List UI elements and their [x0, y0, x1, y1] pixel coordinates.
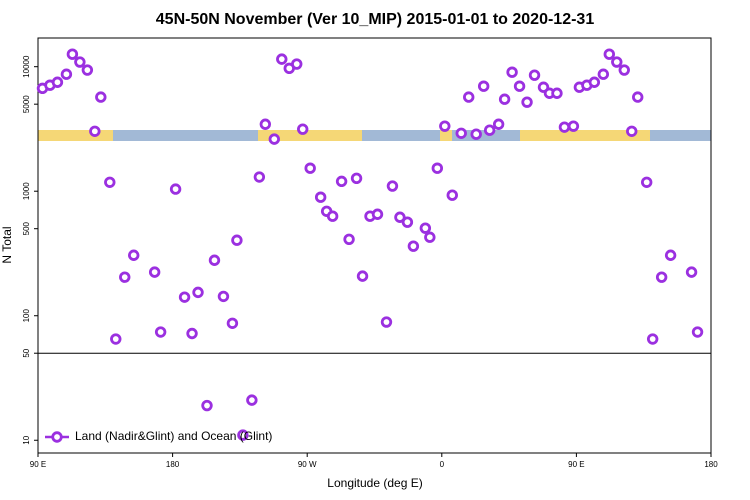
point [253, 171, 266, 183]
point [51, 76, 64, 88]
point [611, 56, 623, 68]
point [343, 233, 355, 245]
point [588, 76, 601, 88]
y-tick-label: 500 [22, 221, 31, 235]
point [154, 326, 167, 338]
point [455, 127, 467, 139]
point [335, 175, 348, 188]
point [95, 91, 107, 103]
y-tick-label: 50 [22, 348, 31, 357]
point [655, 271, 668, 283]
point [477, 80, 490, 92]
point [208, 254, 221, 266]
point [350, 172, 363, 184]
point [186, 327, 198, 340]
point [394, 211, 406, 223]
point [640, 176, 653, 188]
point [551, 87, 563, 99]
point [407, 240, 420, 252]
point [89, 125, 101, 137]
y-axis-label: N Total [0, 226, 14, 263]
point [268, 133, 280, 145]
point [169, 183, 182, 195]
point [148, 266, 161, 278]
point [558, 121, 571, 133]
point [492, 118, 505, 130]
point [483, 124, 496, 136]
point [119, 271, 131, 283]
point [632, 91, 644, 103]
point [419, 222, 432, 234]
x-tick-label: 0 [440, 460, 445, 469]
point [291, 58, 303, 70]
point [521, 96, 533, 108]
point [597, 68, 610, 80]
point [371, 208, 384, 220]
point [424, 231, 436, 243]
point [567, 120, 580, 132]
chart-title: 45N-50N November (Ver 10_MIP) 2015-01-01… [156, 11, 595, 28]
point [226, 317, 239, 329]
y-tick-label: 100 [22, 309, 31, 323]
point [304, 162, 316, 174]
point [297, 123, 309, 135]
x-tick-label: 180 [166, 460, 180, 469]
point [528, 69, 541, 81]
point [463, 91, 475, 103]
point [401, 216, 414, 228]
point [60, 68, 73, 80]
point [498, 93, 511, 105]
point [664, 249, 677, 261]
y-tick-label: 10 [22, 435, 31, 444]
y-tick-label: 5000 [22, 95, 31, 113]
point [626, 125, 638, 137]
y-tick-label: 1000 [22, 182, 31, 200]
plot-frame [37, 37, 712, 454]
map-strip [38, 130, 711, 141]
point [431, 162, 444, 174]
point [326, 210, 339, 222]
point [217, 290, 230, 303]
point [231, 234, 243, 246]
point [81, 64, 94, 76]
point [618, 64, 630, 76]
point [110, 333, 122, 345]
point [66, 48, 79, 60]
point [386, 180, 399, 192]
x-tick-label: 90 E [30, 460, 46, 469]
point [246, 394, 258, 406]
x-tick-label: 90 W [298, 460, 317, 469]
legend-label: Land (Nadir&Glint) and Ocean (Glint) [75, 429, 272, 443]
x-tick-label: 90 E [568, 460, 584, 469]
point [178, 291, 191, 303]
point [506, 66, 518, 78]
y-tick-label: 10000 [22, 55, 31, 78]
x-tick-label: 180 [704, 460, 718, 469]
point [446, 189, 458, 201]
point [276, 53, 288, 65]
point [380, 316, 393, 328]
point [646, 333, 659, 345]
point [603, 48, 616, 60]
point [314, 191, 327, 203]
point [470, 128, 482, 140]
point [356, 270, 369, 282]
point [74, 56, 86, 68]
point [513, 80, 526, 92]
x-axis-label: Longitude (deg E) [327, 476, 422, 490]
point [104, 176, 116, 188]
legend-marker [51, 431, 63, 443]
point [259, 118, 272, 130]
point [128, 249, 140, 261]
point [439, 120, 451, 132]
point [237, 429, 249, 441]
point [691, 326, 704, 338]
point [685, 266, 698, 278]
point [201, 399, 213, 412]
point [192, 286, 204, 299]
